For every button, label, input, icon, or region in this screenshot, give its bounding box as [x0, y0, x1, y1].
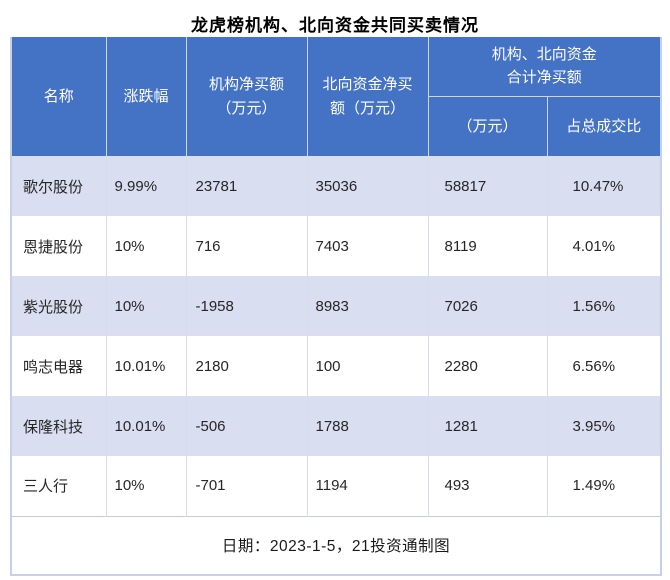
col-header-north-net-buy: 北向资金净买 额（万元）	[307, 37, 429, 156]
table-body: 歌尔股份 9.99% 23781 35036 58817 10.47% 恩捷股份…	[11, 156, 662, 516]
table-row: 保隆科技 10.01% -506 1788 1281 3.95%	[11, 396, 662, 456]
cell-inst-net-buy: -506	[186, 396, 308, 456]
table-row: 鸣志电器 10.01% 2180 100 2280 6.56%	[11, 336, 661, 396]
cell-inst-net-buy: -1958	[186, 276, 308, 336]
table-row: 三人行 10% -701 1194 493 1.49%	[11, 456, 661, 516]
cell-stock-name: 保隆科技	[11, 396, 107, 456]
table-row: 紫光股份 10% -1958 8983 7026 1.56%	[11, 276, 662, 336]
cell-change: 10.01%	[106, 336, 187, 396]
cell-stock-name: 三人行	[11, 456, 107, 516]
cell-combined-pct: 6.56%	[572, 357, 616, 375]
cell-change: 10.01%	[106, 396, 187, 456]
table-row: 歌尔股份 9.99% 23781 35036 58817 10.47%	[11, 156, 662, 216]
cell-north-net-buy: 8983	[307, 276, 429, 336]
table-row: 恩捷股份 10% 716 7403 8119 4.01%	[11, 216, 661, 276]
cell-combined-pct: 3.95%	[572, 417, 616, 435]
cell-north-net-buy: 35036	[307, 156, 429, 216]
cell-combined-amount: 2280	[428, 336, 548, 396]
table-header: 名称 涨跌幅 机构净买额 （万元） 北向资金净买 额（万元） 机构、北向资金 合…	[11, 37, 662, 156]
cell-change: 9.99%	[106, 156, 187, 216]
cell-inst-net-buy: 2180	[186, 336, 308, 396]
cell-north-net-buy: 1194	[307, 456, 429, 516]
cell-inst-net-buy: 716	[186, 216, 308, 276]
footer-note: 日期：2023-1-5，21投资通制图	[11, 515, 662, 575]
table-footer: 日期：2023-1-5，21投资通制图	[11, 515, 662, 575]
cell-stock-name: 鸣志电器	[11, 336, 107, 396]
cell-combined-pct: 4.01%	[572, 237, 616, 255]
cell-north-net-buy: 7403	[307, 216, 429, 276]
cell-inst-net-buy: -701	[186, 456, 308, 516]
cell-stock-name: 恩捷股份	[11, 216, 107, 276]
col-header-name: 名称	[11, 37, 107, 156]
col-header-inst-net-buy: 机构净买额 （万元）	[186, 37, 308, 156]
cell-stock-name: 紫光股份	[11, 276, 107, 336]
cell-combined-amount: 7026	[428, 276, 548, 336]
cell-combined-amount: 58817	[428, 156, 548, 216]
col-header-combined-pct: 占总成交比	[547, 96, 662, 156]
col-header-change: 涨跌幅	[106, 37, 187, 156]
data-table: 名称 涨跌幅 机构净买额 （万元） 北向资金净买 额（万元） 机构、北向资金 合…	[10, 37, 663, 576]
page-title: 龙虎榜机构、北向资金共同买卖情况	[191, 16, 479, 35]
cell-combined-pct: 10.47%	[572, 177, 624, 195]
cell-combined-pct: 1.56%	[572, 297, 616, 315]
cell-change: 10%	[106, 456, 187, 516]
cell-combined-amount: 493	[428, 456, 548, 516]
col-header-combined-group: 机构、北向资金 合计净买额	[428, 37, 662, 97]
cell-north-net-buy: 1788	[307, 396, 429, 456]
cell-combined-pct: 1.49%	[572, 477, 616, 495]
cell-inst-net-buy: 23781	[186, 156, 308, 216]
cell-combined-amount: 8119	[428, 216, 548, 276]
cell-north-net-buy: 100	[307, 336, 429, 396]
cell-change: 10%	[106, 216, 187, 276]
cell-change: 10%	[106, 276, 187, 336]
col-header-combined-amount: （万元）	[428, 96, 548, 156]
cell-stock-name: 歌尔股份	[11, 156, 107, 216]
cell-combined-amount: 1281	[428, 396, 548, 456]
